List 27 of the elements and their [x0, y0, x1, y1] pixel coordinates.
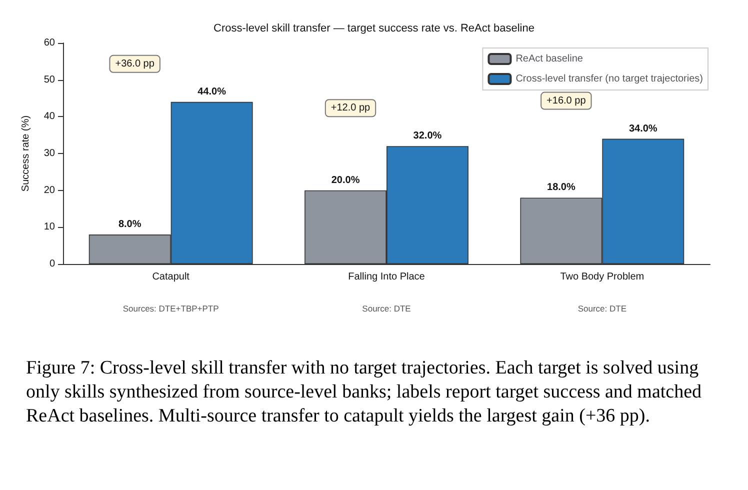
legend-label: ReAct baseline: [516, 54, 584, 64]
y-tick-label: 20: [44, 184, 56, 196]
x-tick-label: Two Body Problem: [560, 272, 644, 282]
annotation: +16.0 pp: [546, 95, 586, 106]
source-note: Source: DTE: [578, 304, 627, 314]
data-label: 34.0%: [628, 123, 658, 134]
x-tick-label: Falling Into Place: [348, 272, 426, 282]
annotation: +12.0 pp: [330, 102, 371, 114]
y-tick-label: 30: [44, 148, 56, 159]
data-label: 18.0%: [547, 182, 576, 194]
y-tick-label: 60: [44, 38, 56, 48]
y-tick-label: 40: [44, 111, 56, 122]
source-note: Sources: DTE+TBP+PTP: [122, 304, 220, 314]
x-tick-label: Catapult: [152, 272, 190, 282]
annotation: +36.0 pp: [115, 58, 155, 70]
y-tick-label: 10: [44, 222, 56, 233]
y-tick-label: 50: [44, 74, 56, 86]
legend-label: Cross-level transfer (no target trajectories): [516, 74, 704, 84]
data-label: 8.0%: [118, 219, 142, 230]
data-label: 20.0%: [331, 174, 360, 186]
y-tick-label: 0: [49, 258, 56, 270]
source-note: Source: DTE: [362, 304, 412, 314]
y-axis-title: Success rate (%): [20, 115, 32, 192]
data-label: 32.0%: [413, 130, 442, 142]
data-label: 44.0%: [198, 86, 226, 98]
chart-title: Cross-level skill transfer — target success rate vs. ReAct baseline: [214, 22, 534, 34]
caption: Figure 7: Cross-level skill transfer with no target trajectories. Each target is solved using only skills synthesized from source-level banks; labels report target success and matched ReAct baselines. Multi-source transfer to catapult yields the largest gain (+36 pp).: [26, 358, 706, 426]
